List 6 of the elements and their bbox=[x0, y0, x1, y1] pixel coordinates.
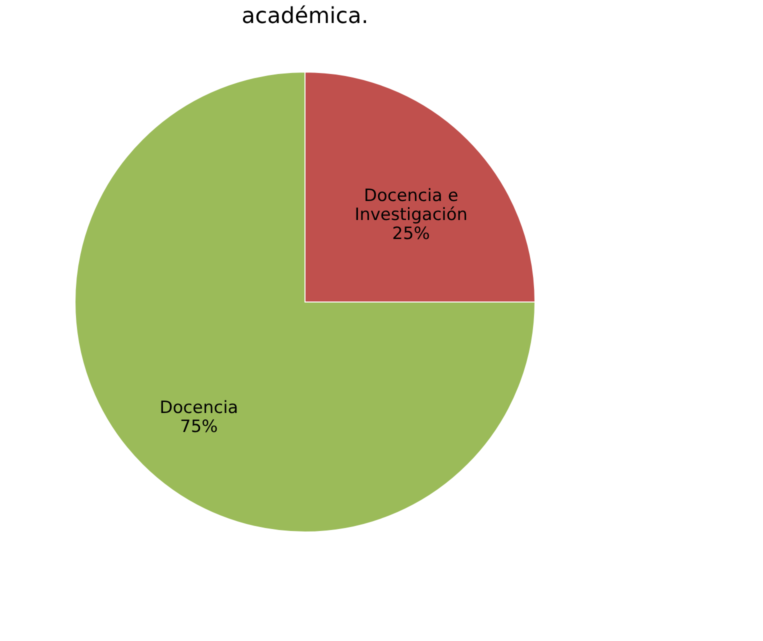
chart-title: académica. bbox=[242, 4, 368, 29]
pie-slice bbox=[74, 72, 536, 532]
slice-label: Docencia e Investigación bbox=[354, 186, 468, 225]
slice-label: Docencia bbox=[160, 398, 238, 418]
data-label: 75% bbox=[180, 417, 218, 438]
data-label: 25% bbox=[392, 224, 430, 244]
